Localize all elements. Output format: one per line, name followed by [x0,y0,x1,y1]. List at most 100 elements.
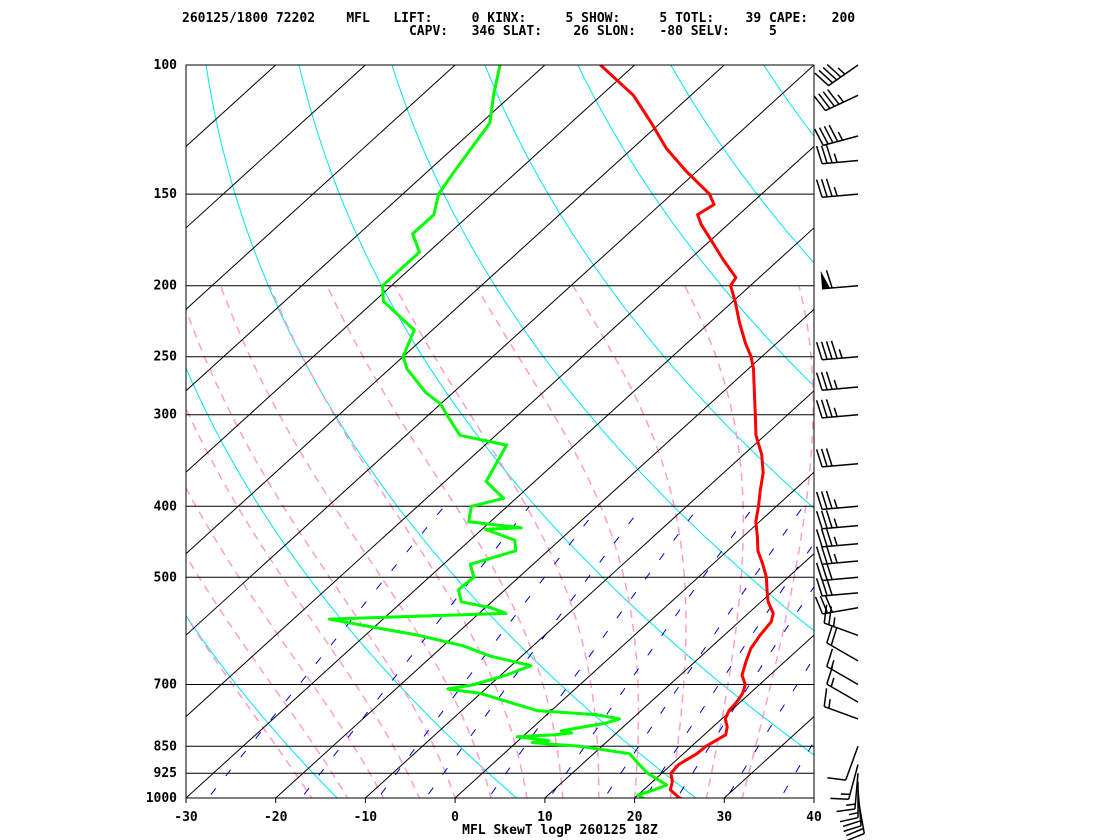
barb-half-flag [846,803,856,807]
barb-half-flag [833,499,838,509]
wind-barb [814,594,859,615]
barb-flag [815,341,823,361]
dewpoint-profile-line [327,65,669,798]
dry-adiabat-line [845,49,1120,814]
barb-staff [854,773,859,810]
pressure-label: 850 [154,739,178,754]
wind-barb [814,64,859,87]
barb-flag [814,72,830,87]
wind-barb [815,371,859,391]
barb-staff [822,413,859,419]
barb-flag [827,89,840,105]
barb-flag [814,128,824,146]
barb-pennant [820,270,831,289]
moist-adiabat-line [741,285,814,798]
barb-staff [822,355,859,361]
barb-flag [820,562,828,581]
barb-flag [830,797,849,800]
wind-barb [815,528,859,548]
barb-staff [828,64,859,87]
isotherm-line [186,65,635,473]
barb-flag [820,145,828,164]
barb-flag [820,341,828,360]
dry-adiabat-line [484,65,814,510]
barb-flag [815,179,823,198]
wind-barb [823,604,859,637]
barb-staff [825,94,859,112]
temperature-profile-line [599,65,775,798]
x-tick-label: 30 [716,810,732,825]
wind-barb [815,561,859,582]
wind-barb [815,510,859,530]
wind-barb [830,764,859,800]
barb-flag [815,145,823,164]
barb-staff [826,665,859,686]
mixing-ratio-line [603,506,804,798]
barb-flag [827,776,846,781]
wind-barb [815,448,859,468]
barb-staff [823,622,859,637]
mixing-ratio-line [487,506,700,798]
barb-staff [822,560,859,565]
wind-barb [815,490,859,511]
mixing-ratio-line [425,505,643,798]
isotherm-line [186,65,814,636]
wind-barb [827,746,859,781]
barb-staff [847,764,859,800]
mixing-ratio-line [644,542,814,798]
barb-flag [846,827,864,837]
barb-half-flag [848,811,859,816]
barb-half-flag [833,153,838,163]
pressure-label: 250 [154,350,178,365]
barb-flag [830,627,838,646]
barb-flag [815,372,823,391]
sounding-profiles [327,65,775,798]
dry-adiabat-line [298,65,814,756]
dry-adiabat-line [670,65,814,264]
barb-flag [826,64,842,78]
barb-flag [820,510,828,529]
barb-flag [846,832,865,840]
barb-flag [820,545,828,564]
dry-adiabat-line [391,65,814,632]
barb-flag [815,562,823,581]
barb-half-flag [838,349,843,359]
barb-flag [815,400,823,419]
barb-staff [822,592,859,597]
barb-half-flag [828,699,831,709]
barb-flag [826,648,834,667]
moist-adiabat-line [394,285,600,798]
isotherm-line [454,471,814,798]
barb-staff [822,386,859,391]
wind-barb [815,340,859,361]
moist-adiabat-line [186,307,456,798]
barb-half-flag [833,379,838,390]
wind-barb [814,124,859,147]
moist-adiabat-line [186,554,349,798]
barb-half-flag [837,131,844,141]
barb-staff [822,576,859,582]
dry-adiabat-line [577,65,814,387]
mixing-ratio-line [377,505,600,798]
header-line-2: CAPV: 346 SLAT: 26 SLON: -80 SELV: 5 [182,24,777,39]
wind-barb [820,270,859,290]
pressure-label: 200 [154,279,178,294]
dry-adiabat-line [1028,49,1120,814]
moist-adiabat-line [186,614,313,798]
barb-flag [823,126,834,144]
moist-adiabat-line [475,285,640,798]
dry-adiabat-line [0,49,171,814]
barb-half-flag [833,186,838,197]
x-tick-label: 0 [451,810,459,825]
barb-flag [820,491,828,510]
barb-flag [823,688,828,707]
pressure-label: 700 [154,678,178,693]
barb-flag [828,124,839,142]
barb-flag [825,528,833,547]
isotherm-line [544,553,814,798]
plot-frame [185,64,815,799]
wind-barb [836,773,859,813]
barb-flag [825,371,833,390]
barb-staff [822,463,859,468]
